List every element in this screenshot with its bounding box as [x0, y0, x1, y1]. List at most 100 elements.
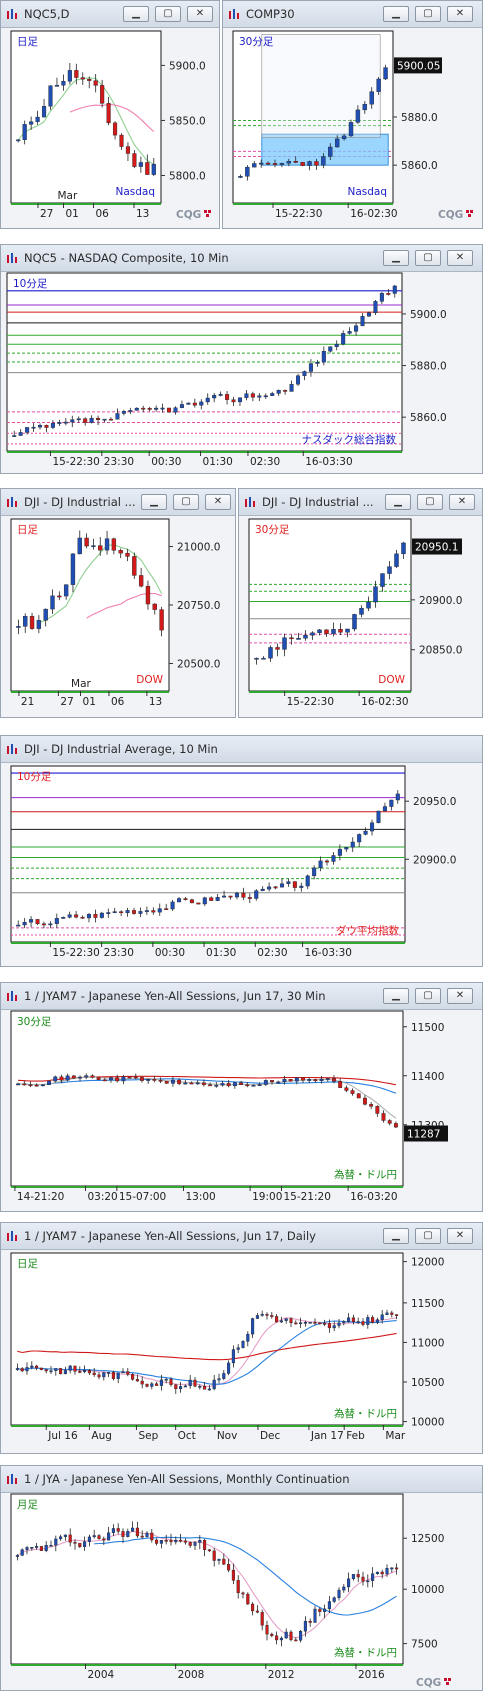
y-tick-label: 10000 [411, 1584, 444, 1596]
window-titlebar[interactable]: COMP30 ▁ ▢ ✕ [223, 1, 482, 28]
candle-body [387, 1120, 392, 1124]
maximize-button[interactable]: ▢ [415, 250, 441, 266]
cqg-logo: CQG [416, 1677, 441, 1689]
candle-body [360, 316, 365, 326]
logo-mark [204, 210, 207, 213]
candle-body [232, 1082, 237, 1087]
candle-body [260, 1313, 264, 1316]
minimize-button[interactable]: ▁ [123, 6, 149, 22]
y-tick-label: 5800.0 [169, 170, 206, 182]
candle-body [78, 1371, 82, 1373]
candle-body [16, 626, 21, 628]
chart-area[interactable]: 30分足 Nasdaq 5880.0 5860.0 5900.05 15-22:30 16-… [223, 1, 483, 230]
close-button[interactable]: ✕ [447, 988, 473, 1004]
window-titlebar[interactable]: 1 / JYAM7 - Japanese Yen-All Sessions, J… [1, 1223, 482, 1250]
x-tick-label: 16-03:20 [350, 1191, 397, 1203]
maximize-button[interactable]: ▢ [155, 6, 181, 22]
chart-area[interactable]: 30分足為替・ドル円1150011400113001128714-21:2003… [1, 983, 483, 1213]
candle-body [362, 1097, 367, 1105]
close-button[interactable]: ✕ [449, 494, 475, 510]
minimize-button[interactable]: ▁ [383, 1228, 409, 1244]
candle-body [337, 848, 342, 856]
minimize-button[interactable]: ▁ [383, 6, 409, 22]
chart-window-nqc5-daily: NQC5,D ▁ ▢ ✕ 日足 Nasdaq 5900.0 5850.0 5800.0 2… [0, 0, 220, 229]
candle-body [54, 85, 60, 87]
chart-area[interactable]: 日足 DOW 21000.0 20750.0 20500.0 21 27 01 06 13 Mar [1, 489, 237, 719]
candle-body [131, 1374, 135, 1380]
close-button[interactable]: ✕ [447, 6, 473, 22]
minimize-button[interactable]: ▁ [141, 494, 167, 510]
window-titlebar[interactable]: NQC5,D ▁ ▢ ✕ [1, 1, 219, 28]
chart-app-icon [245, 497, 255, 507]
x-tick-label: 2008 [178, 1669, 205, 1681]
candle-body [41, 923, 46, 926]
maximize-button[interactable]: ▢ [417, 494, 443, 510]
candle-body [345, 628, 350, 633]
candle-body [152, 603, 157, 610]
candle-body [276, 390, 281, 394]
period-label: 30分足 [239, 36, 274, 48]
candle-body [78, 1076, 82, 1079]
maximize-button[interactable]: ▢ [173, 494, 199, 510]
window-titlebar[interactable]: DJI - DJ Industrial ... ▁ ▢ ✕ [239, 489, 482, 516]
candle-body [107, 1532, 111, 1541]
logo-mark [468, 214, 471, 217]
candle-body [100, 85, 105, 104]
minimize-button[interactable]: ▁ [383, 988, 409, 1004]
candle-body [202, 897, 207, 905]
maximize-button[interactable]: ▢ [415, 988, 441, 1004]
chart-area[interactable]: 日足 Nasdaq 5900.0 5850.0 5800.0 27 01 06 13 Mar CQG [1, 1, 221, 230]
candle-body [177, 1079, 182, 1084]
candle-body [282, 637, 287, 650]
candle-body [284, 1318, 288, 1321]
close-button[interactable]: ✕ [187, 6, 213, 22]
period-label: 30分足 [255, 524, 290, 536]
candle-body [106, 912, 111, 914]
chart-window-jyam7-30min: 1 / JYAM7 - Japanese Yen-All Sessions, J… [0, 982, 483, 1212]
candle-body [355, 109, 361, 123]
candle-body [116, 1528, 120, 1532]
candle-body [347, 331, 352, 334]
candle-body [308, 363, 313, 372]
candle-body [327, 1323, 331, 1329]
candle-body [39, 1546, 43, 1551]
window-titlebar[interactable]: 1 / JYAM7 - Japanese Yen-All Sessions, J… [1, 983, 482, 1010]
close-button[interactable]: ✕ [205, 494, 231, 510]
close-button[interactable]: ✕ [447, 250, 473, 266]
window-titlebar[interactable]: 1 / JYA - Japanese Yen-All Sessions, Mon… [1, 1466, 482, 1493]
minimize-button[interactable]: ▁ [383, 250, 409, 266]
candle-body [158, 1080, 163, 1082]
maximize-button[interactable]: ▢ [415, 6, 441, 22]
close-button[interactable]: ✕ [447, 1228, 473, 1244]
y-tick-label: 20500.0 [177, 658, 220, 670]
candle-body [152, 1079, 157, 1081]
candle-body [74, 70, 79, 78]
candle-body [303, 1620, 307, 1632]
time-axis-bar [7, 451, 402, 453]
candle-body [135, 1379, 139, 1382]
candle-body [348, 122, 354, 137]
window-titlebar[interactable]: DJI - DJ Industrial Average, 10 Min [1, 736, 482, 763]
moving-average-line [17, 1320, 397, 1385]
candle-body [371, 1317, 375, 1323]
candle-body [284, 1631, 288, 1639]
candle-body [205, 397, 210, 403]
candle-body [356, 1321, 360, 1323]
cqg-logo: CQG [176, 209, 201, 221]
candle-body [195, 1082, 200, 1085]
candle-body [314, 161, 319, 166]
candle-body [283, 390, 288, 392]
candle-body [227, 1362, 231, 1374]
minimize-button[interactable]: ▁ [385, 494, 411, 510]
chart-area[interactable]: 30分足 DOW 20900.0 20850.0 20950.1 15-22:30 16-0… [239, 489, 483, 719]
candle-body [226, 1083, 231, 1087]
candle-body [380, 1314, 384, 1320]
candle-body [89, 417, 94, 423]
maximize-button[interactable]: ▢ [415, 1228, 441, 1244]
window-titlebar[interactable]: NQC5 - NASDAQ Composite, 10 Min ▁ ▢ ✕ [1, 245, 482, 272]
window-titlebar[interactable]: DJI - DJ Industrial ... ▁ ▢ ✕ [1, 489, 235, 516]
